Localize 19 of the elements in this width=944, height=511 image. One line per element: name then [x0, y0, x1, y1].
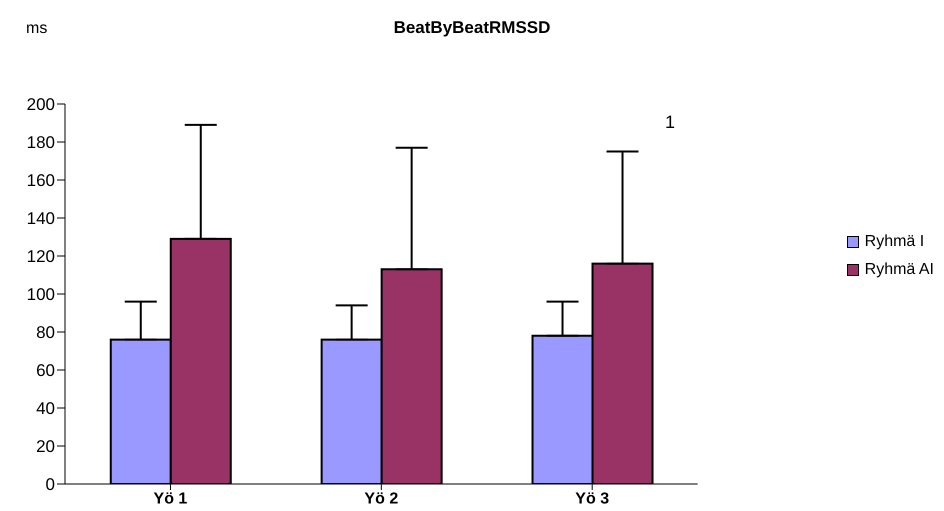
- y-axis-title: ms: [26, 20, 48, 38]
- y-tick-label: 60: [36, 361, 55, 380]
- x-tick-label: Yö 3: [575, 490, 610, 508]
- chart-title: BeatByBeatRMSSD: [394, 18, 550, 37]
- x-tick-label: Yö 1: [154, 490, 188, 508]
- y-tick-label: 100: [26, 285, 55, 304]
- y-tick-label: 140: [26, 209, 55, 228]
- legend-label: Ryhmä I: [864, 232, 924, 250]
- y-tick-label: 80: [36, 323, 55, 342]
- y-tick-label: 120: [26, 247, 55, 266]
- x-tick-label: Yö 2: [364, 490, 398, 508]
- y-tick-label: 20: [36, 437, 55, 456]
- y-tick-label: 40: [36, 399, 55, 418]
- y-tick-label: 160: [26, 171, 55, 190]
- legend-label: Ryhmä AI: [864, 260, 934, 278]
- y-tick-label: 180: [26, 133, 55, 152]
- y-tick-label: 0: [46, 475, 55, 494]
- y-tick-label: 200: [26, 95, 55, 114]
- annotation: 1: [665, 112, 676, 133]
